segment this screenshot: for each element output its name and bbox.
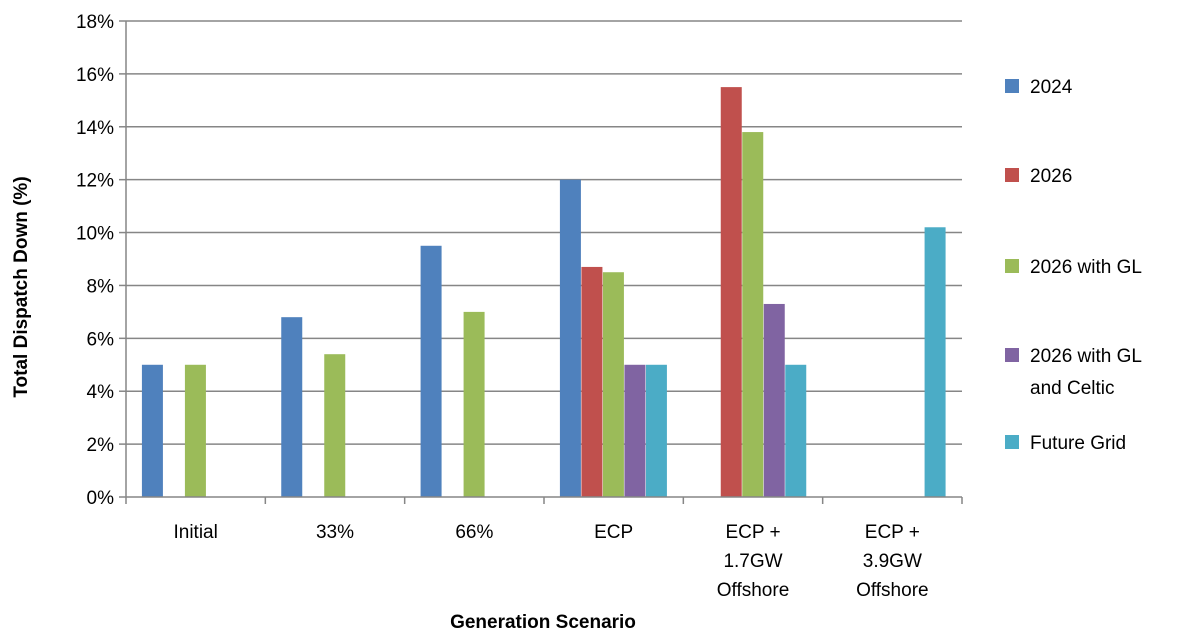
bar-2026-with-gl-and-celtic	[624, 364, 646, 497]
y-tick-label: 14%	[76, 118, 114, 139]
legend-item: 2026	[1005, 166, 1072, 187]
bar-2024	[281, 317, 303, 497]
bar-2024	[420, 245, 442, 497]
bar-2026-with-gl	[742, 132, 764, 498]
legend-item: 2024	[1005, 77, 1073, 98]
legend-swatch	[1005, 168, 1019, 182]
bar-2026-with-gl	[463, 311, 485, 497]
x-tick-label: ECP +1.7GW Offshore	[717, 522, 790, 601]
y-tick-label: 18%	[76, 12, 114, 33]
y-tick-label: 0%	[87, 488, 115, 509]
legend-swatch	[1005, 348, 1019, 362]
x-tick-label: Initial	[173, 522, 217, 543]
bars	[141, 87, 946, 498]
bar-2024	[141, 364, 163, 497]
y-tick-label: 16%	[76, 65, 114, 86]
legend-label: 2026 with GL	[1030, 257, 1142, 278]
legend-item: 2026 with GL	[1005, 257, 1142, 278]
y-tick-label: 8%	[87, 276, 115, 297]
bar-2026	[720, 87, 742, 497]
bar-2026	[581, 266, 603, 497]
x-tick-label: 33%	[316, 522, 354, 543]
bar-2026-with-gl-and-celtic	[763, 303, 785, 497]
bar-2026-with-gl	[324, 354, 346, 497]
y-tick-label: 10%	[76, 224, 114, 245]
axes	[125, 21, 963, 504]
y-tick-label: 12%	[76, 171, 114, 192]
legend-swatch	[1005, 435, 1019, 449]
bar-future-grid	[645, 364, 667, 497]
bar-2026-with-gl	[602, 272, 624, 497]
legend-swatch	[1005, 79, 1019, 93]
legend-label: 2026	[1030, 166, 1072, 187]
legend-label: 2026 with GL and Celtic	[1030, 346, 1142, 399]
bar-2026-with-gl	[184, 364, 206, 497]
bar-2024	[559, 179, 581, 497]
legend-swatch	[1005, 259, 1019, 273]
legend-label: 2024	[1030, 77, 1073, 98]
x-tick-labels: Initial 33% 66% ECP ECP +1.7GW Offshore ECP +3…	[173, 522, 928, 601]
bar-future-grid	[924, 227, 946, 497]
legend-item: Future Grid	[1005, 433, 1126, 454]
legend-label: Future Grid	[1030, 433, 1126, 454]
legend-item: 2026 with GL and Celtic	[1005, 346, 1142, 399]
y-tick-label: 6%	[87, 329, 115, 350]
y-tick-label: 2%	[87, 435, 115, 456]
y-tick-labels: 0% 2% 4% 6% 8% 10% 12% 14% 16% 18%	[76, 12, 114, 509]
legend: 2024 2026 2026 with GL 2026 with GL and Celt…	[1005, 77, 1142, 454]
x-tick-label: ECP +3.9GW Offshore	[856, 522, 929, 601]
y-tick-label: 4%	[87, 382, 115, 403]
bar-future-grid	[785, 364, 807, 497]
x-tick-label: ECP	[594, 522, 633, 543]
gridlines	[119, 20, 962, 498]
x-axis-title: Generation Scenario	[450, 612, 636, 632]
x-tick-label: 66%	[455, 522, 493, 543]
y-axis-title: Total Dispatch Down (%)	[11, 176, 32, 397]
